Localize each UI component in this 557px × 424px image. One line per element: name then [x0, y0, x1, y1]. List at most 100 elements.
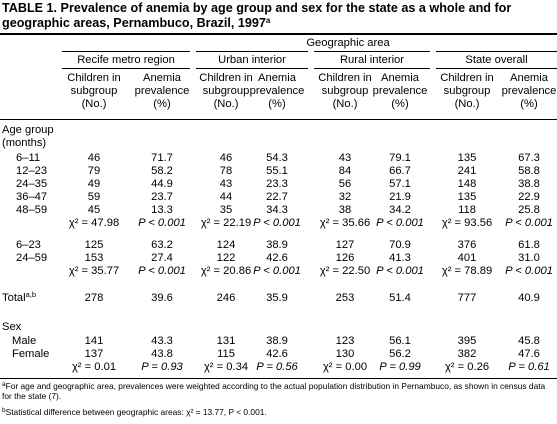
age-row-children-count: 35 — [219, 204, 233, 216]
age-row-children-count: 38 — [338, 204, 352, 216]
age-row-anemia-prevalence: 67.3 — [518, 152, 540, 164]
total-anemia-prevalence: 40.9 — [518, 292, 540, 304]
age-row-children-count: 241 — [457, 165, 477, 177]
subheader-prevalence-line-2: prevalence — [501, 85, 557, 97]
age-stats-chi-square: χ² = 93.56 — [441, 217, 493, 229]
subheader-children-line-3: (No.) — [81, 98, 107, 110]
sex-stats-p-value: P = 0.61 — [508, 361, 550, 373]
age-broad-stats-chi-square: χ² = 22.50 — [319, 265, 371, 277]
footnote-a-text: For age and geographic area, prevalences… — [2, 381, 546, 401]
age-broad-stats-p-value: P < 0.001 — [253, 265, 301, 277]
age-stats-p-value: P < 0.001 — [505, 217, 553, 229]
sex-stats-chi-square: χ² = 0.34 — [203, 361, 249, 373]
table-title-footnote-mark: a — [265, 16, 271, 25]
subheader-prevalence-line-2: prevalence — [134, 85, 190, 97]
age-row-children-count: 46 — [219, 152, 233, 164]
age-row-anemia-prevalence: 55.1 — [266, 165, 288, 177]
age-broad-stats-chi-square: χ² = 78.89 — [441, 265, 493, 277]
total-children-count: 777 — [457, 292, 477, 304]
age-row-label: 12–23 — [16, 165, 48, 177]
section-sex-label: Sex — [2, 321, 22, 333]
age-broad-row-children-count: 401 — [457, 252, 477, 264]
age-row-children-count: 43 — [219, 178, 233, 190]
sex-row-anemia-prevalence: 56.1 — [389, 335, 411, 347]
subheader-prevalence-line-1: Anemia — [510, 72, 548, 84]
total-footnote-mark: a,b — [25, 290, 37, 299]
subheader-children-line-2: subgroup — [70, 85, 118, 97]
age-row-children-count: 79 — [87, 165, 101, 177]
sex-row-anemia-prevalence: 43.8 — [151, 348, 173, 360]
region-header-state: State overall — [465, 54, 528, 66]
age-broad-row-anemia-prevalence: 41.3 — [389, 252, 411, 264]
total-label: Totala,b — [2, 290, 37, 305]
age-broad-row-anemia-prevalence: 61.8 — [518, 239, 540, 251]
age-row-anemia-prevalence: 21.9 — [389, 191, 411, 203]
age-row-children-count: 45 — [87, 204, 101, 216]
section-age-units: (months) — [2, 137, 47, 149]
age-row-label: 36–47 — [16, 191, 48, 203]
age-row-children-count: 84 — [338, 165, 352, 177]
age-broad-row-children-count: 126 — [335, 252, 355, 264]
age-broad-stats-p-value: P < 0.001 — [505, 265, 553, 277]
age-row-children-count: 118 — [458, 204, 476, 216]
age-row-children-count: 56 — [338, 178, 352, 190]
age-row-label: 24–35 — [16, 178, 48, 190]
age-row-children-count: 46 — [87, 152, 101, 164]
sex-row-children-count: 137 — [84, 348, 104, 360]
age-row-anemia-prevalence: 58.8 — [518, 165, 540, 177]
region-rule-urban — [196, 51, 308, 52]
age-stats-chi-square: χ² = 22.19 — [200, 217, 252, 229]
footnote-a: aFor age and geographic area, prevalence… — [2, 381, 555, 401]
sex-stats-p-value: P = 0.93 — [141, 361, 183, 373]
subheader-prevalence-line-1: Anemia — [258, 72, 296, 84]
subheader-rule-state — [436, 68, 557, 69]
age-row-anemia-prevalence: 34.3 — [266, 204, 288, 216]
top-rule — [0, 33, 557, 35]
age-broad-row-anemia-prevalence: 63.2 — [151, 239, 173, 251]
total-children-count: 253 — [335, 292, 355, 304]
region-rule-rural — [314, 51, 430, 52]
subheader-prevalence-line-2: prevalence — [372, 85, 428, 97]
subheader-prevalence-line-3: (%) — [391, 98, 409, 110]
subheader-prevalence-line-1: Anemia — [143, 72, 181, 84]
age-broad-row-children-count: 125 — [84, 239, 104, 251]
sex-row-children-count: 382 — [457, 348, 477, 360]
age-broad-row-children-count: 124 — [216, 239, 236, 251]
age-broad-row-label: 6–23 — [16, 239, 41, 251]
age-broad-row-children-count: 127 — [335, 239, 355, 251]
age-row-children-count: 148 — [457, 178, 477, 190]
region-header-rural: Rural interior — [339, 54, 405, 66]
sex-row-children-count: 115 — [217, 348, 235, 360]
total-children-count: 278 — [84, 292, 104, 304]
sex-stats-p-value: P = 0.56 — [256, 361, 298, 373]
subheader-children-line-3: (No.) — [454, 98, 480, 110]
age-row-children-count: 135 — [457, 191, 477, 203]
age-broad-row-anemia-prevalence: 70.9 — [389, 239, 411, 251]
age-stats-p-value: P < 0.001 — [253, 217, 301, 229]
header-bottom-rule — [0, 119, 557, 120]
age-row-label: 6–11 — [16, 152, 41, 164]
age-row-children-count: 32 — [338, 191, 352, 203]
sex-row-children-count: 131 — [216, 335, 236, 347]
age-row-children-count: 59 — [87, 191, 101, 203]
sex-stats-p-value: P = 0.99 — [379, 361, 421, 373]
total-anemia-prevalence: 51.4 — [389, 292, 411, 304]
section-age-label: Age group — [2, 124, 54, 136]
subheader-prevalence-line-3: (%) — [268, 98, 286, 110]
region-header-recife: Recife metro region — [77, 54, 175, 66]
total-label-text: Total — [2, 292, 26, 304]
age-broad-row-anemia-prevalence: 27.4 — [151, 252, 173, 264]
sex-stats-chi-square: χ² = 0.26 — [444, 361, 490, 373]
subheader-children-line-1: Children in — [67, 72, 121, 84]
age-row-children-count: 49 — [87, 178, 101, 190]
sex-stats-chi-square: χ² = 0.01 — [71, 361, 117, 373]
sex-row-label: Male — [12, 335, 37, 347]
sex-row-anemia-prevalence: 43.3 — [151, 335, 173, 347]
sex-row-children-count: 395 — [457, 335, 477, 347]
age-stats-chi-square: χ² = 47.98 — [68, 217, 120, 229]
region-rule-state — [436, 51, 557, 52]
age-stats-chi-square: χ² = 35.66 — [319, 217, 371, 229]
age-row-children-count: 78 — [219, 165, 233, 177]
footnote-b: bStatistical difference between geograph… — [2, 407, 555, 417]
